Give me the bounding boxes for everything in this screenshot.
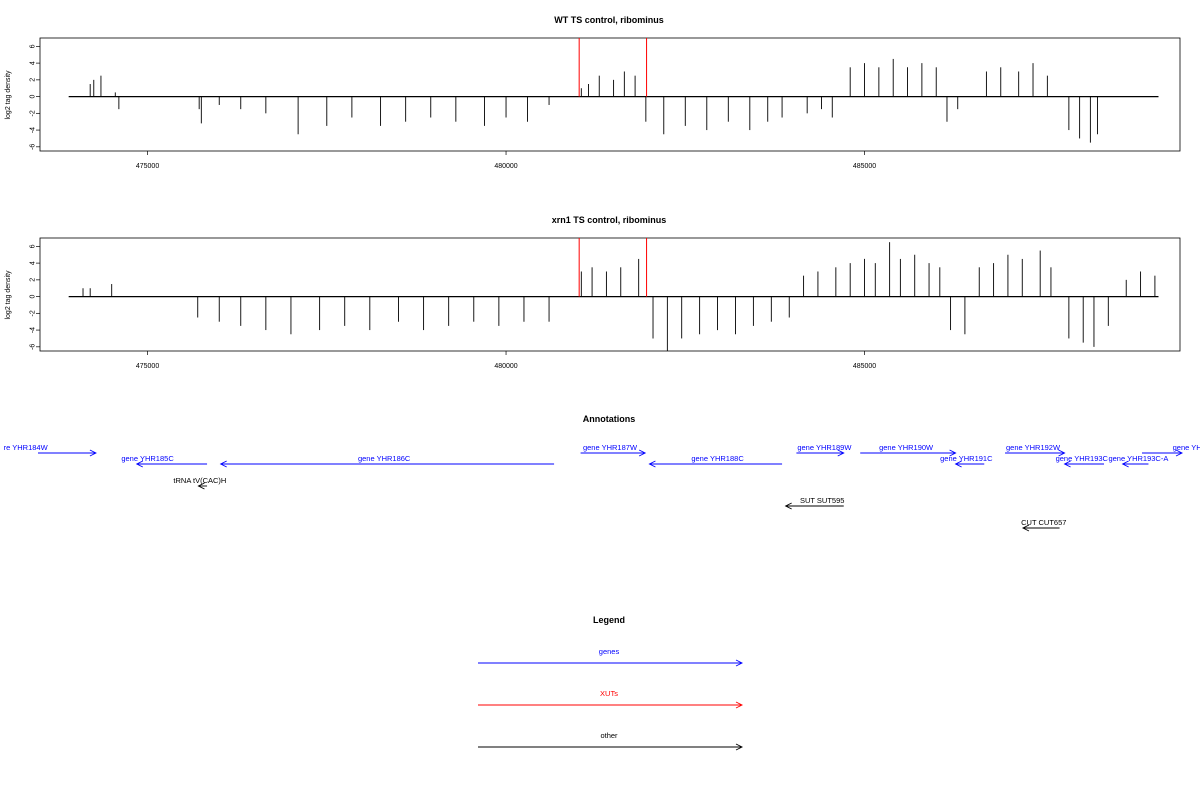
other-feature-label: SUT SUT595 xyxy=(800,496,844,505)
other-feature-label: tRNA tV(CAC)H xyxy=(173,476,226,485)
wt-panel-title: WT TS control, ribominus xyxy=(554,15,664,25)
y-tick-label: -2 xyxy=(30,310,37,316)
wt-bars xyxy=(89,38,1098,143)
other-feature-label: CUT CUT657 xyxy=(1021,518,1066,527)
y-tick-label: 2 xyxy=(30,78,37,82)
y-tick-label: -6 xyxy=(30,144,37,150)
gene-feature-arrowhead xyxy=(638,449,647,457)
gene-feature-arrowhead xyxy=(837,449,845,457)
x-tick-label: 485000 xyxy=(853,363,876,370)
y-tick-label: -4 xyxy=(30,327,37,333)
legend-arrowhead xyxy=(735,659,744,667)
x-tick-label: 480000 xyxy=(494,163,517,170)
legend-arrowhead xyxy=(735,701,744,709)
y-tick-label: 4 xyxy=(30,61,37,65)
gene-feature-label: gene YHR190W xyxy=(879,443,934,452)
y-tick-label: -6 xyxy=(30,344,37,350)
other-feature-arrowhead xyxy=(784,502,792,510)
gene-feature-arrowhead xyxy=(219,460,227,468)
xrn1-bars xyxy=(82,238,1156,351)
gene-feature-label: gene YHR187W xyxy=(583,443,638,452)
legend-title: Legend xyxy=(593,615,625,625)
gene-feature-arrowhead xyxy=(1121,460,1129,468)
wt-plot-frame xyxy=(39,37,1181,152)
legend-label: other xyxy=(600,731,618,740)
y-tick-label: -2 xyxy=(30,110,37,116)
y-tick-label: -4 xyxy=(30,127,37,133)
gene-feature-label: gene YHR192W xyxy=(1006,443,1061,452)
gene-feature-arrowhead xyxy=(1175,449,1184,457)
x-tick-label: 475000 xyxy=(136,163,159,170)
xrn1-panel-title: xrn1 TS control, ribominus xyxy=(552,215,667,225)
annotations-title: Annotations xyxy=(583,414,636,424)
gene-feature-label: gene YH xyxy=(1173,443,1200,452)
other-feature-arrowhead xyxy=(197,482,205,490)
gene-feature-label: gene YHR193C xyxy=(1056,454,1109,463)
y-tick-label: 0 xyxy=(30,95,37,99)
x-tick-label: 475000 xyxy=(136,363,159,370)
gene-feature-label: gene YHR193C-A xyxy=(1108,454,1168,463)
gene-feature-label: gene YHR185C xyxy=(121,454,174,463)
gene-feature-arrowhead xyxy=(954,460,962,468)
xrn1-plot-frame xyxy=(39,237,1181,352)
gene-feature-label: gene YHR188C xyxy=(691,454,744,463)
legend-items: genes XUTs other xyxy=(478,647,744,751)
y-tick-label: 2 xyxy=(30,278,37,282)
gene-feature-label: re YHR184W xyxy=(4,443,49,452)
legend-label: genes xyxy=(599,647,620,656)
x-tick-label: 480000 xyxy=(494,363,517,370)
legend-label: XUTs xyxy=(600,689,618,698)
gene-feature-arrowhead xyxy=(135,460,143,468)
gene-feature-label: gene YHR189W xyxy=(797,443,852,452)
y-tick-label: 0 xyxy=(30,295,37,299)
gene-feature-arrowhead xyxy=(648,460,656,468)
gene-feature-label: gene YHR186C xyxy=(358,454,411,463)
wt-y-axis-label: log2 tag density xyxy=(5,70,12,120)
legend-arrowhead xyxy=(735,743,744,751)
other-feature-arrowhead xyxy=(1021,524,1030,532)
xrn1-panel: xrn1 TS control, ribominus log2 tag dens… xyxy=(5,215,1181,370)
xrn1-y-axis-label: log2 tag density xyxy=(5,270,12,320)
gene-feature-arrowhead xyxy=(89,449,97,457)
gene-feature-label: gene YHR191C xyxy=(940,454,993,463)
gene-feature-arrowhead xyxy=(1063,460,1071,468)
x-tick-label: 485000 xyxy=(853,163,876,170)
gene-feature-arrowhead xyxy=(949,449,957,457)
y-tick-label: 4 xyxy=(30,261,37,265)
wt-panel: WT TS control, ribominus log2 tag densit… xyxy=(5,15,1181,170)
xrn1-axes: -6 -4 -2 0 2 4 6 475000 480000 485000 xyxy=(30,244,1159,370)
gene-feature-arrowhead xyxy=(1058,449,1066,457)
y-tick-label: 6 xyxy=(30,44,37,48)
annotations-track: Annotations re YHR184W gene YHR185C gene Y… xyxy=(4,414,1200,532)
legend: Legend genes XUTs other xyxy=(478,615,744,751)
annotation-features: re YHR184W gene YHR185C gene YHR186C gene Y… xyxy=(4,443,1200,532)
y-tick-label: 6 xyxy=(30,244,37,248)
